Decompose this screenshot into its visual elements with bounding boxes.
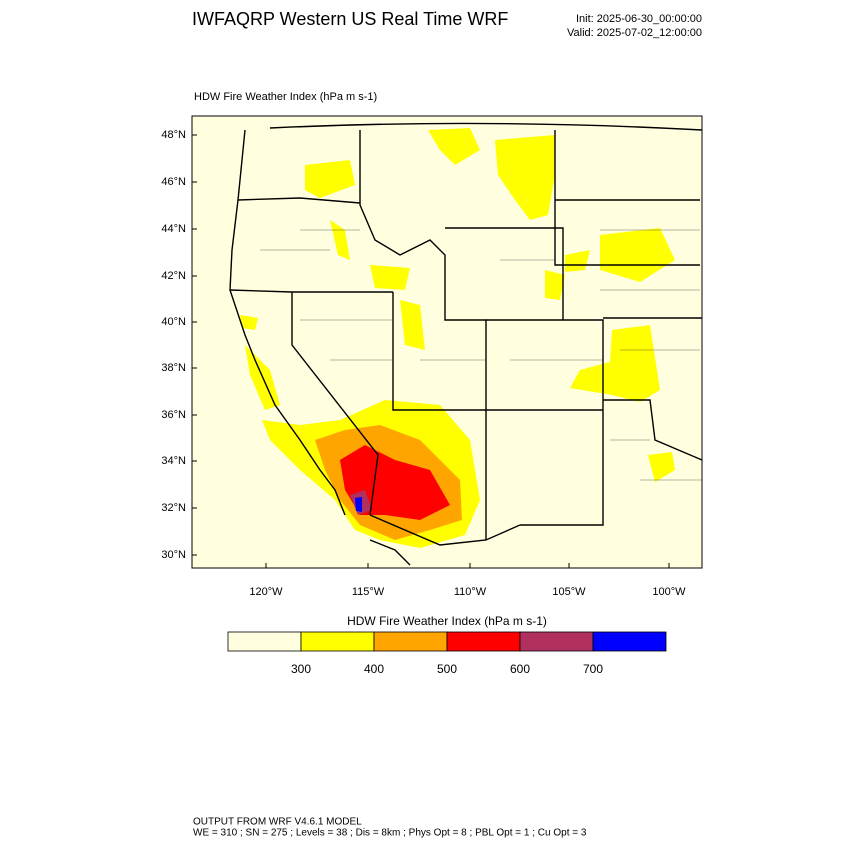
colorbar-label: 400 — [364, 662, 384, 676]
lat-label: 44°N — [161, 223, 186, 235]
fire-index-field — [240, 128, 675, 548]
colorbar-box — [592, 631, 667, 652]
lon-label: 115°W — [352, 586, 385, 598]
lat-label: 36°N — [161, 409, 186, 421]
lat-label: 30°N — [161, 549, 186, 561]
lon-label: 110°W — [454, 586, 487, 598]
colorbar-box — [227, 631, 302, 652]
lat-label: 38°N — [161, 362, 186, 374]
init-time: Init: 2025-06-30_00:00:00 — [576, 13, 702, 25]
map-frame — [191, 115, 703, 569]
lat-label: 32°N — [161, 502, 186, 514]
valid-time: Valid: 2025-07-02_12:00:00 — [567, 27, 702, 39]
colorbar-label: 700 — [583, 662, 603, 676]
colorbar-box — [373, 631, 448, 652]
lat-label: 48°N — [161, 129, 186, 141]
boundaries — [229, 122, 703, 566]
map — [191, 115, 703, 569]
lat-label: 34°N — [161, 455, 186, 467]
colorbar-box — [300, 631, 375, 652]
lon-label: 100°W — [652, 586, 686, 598]
lat-label: 40°N — [161, 316, 186, 328]
footer-line: OUTPUT FROM WRF V4.6.1 MODEL — [193, 817, 362, 828]
colorbar-title: HDW Fire Weather Index (hPa m s-1) — [347, 614, 547, 628]
lon-label: 105°W — [552, 586, 586, 598]
lat-label: 46°N — [161, 176, 186, 188]
colorbar-label: 500 — [437, 662, 457, 676]
colorbar-label: 300 — [291, 662, 311, 676]
colorbar-box — [446, 631, 521, 652]
map-title: HDW Fire Weather Index (hPa m s-1) — [194, 91, 377, 103]
colorbar-label: 600 — [510, 662, 530, 676]
colorbar-box — [519, 631, 594, 652]
lat-label: 42°N — [161, 270, 186, 282]
page-title: IWFAQRP Western US Real Time WRF — [192, 9, 508, 29]
lon-label: 120°W — [249, 586, 283, 598]
footer-line: WE = 310 ; SN = 275 ; Levels = 38 ; Dis … — [193, 828, 587, 839]
